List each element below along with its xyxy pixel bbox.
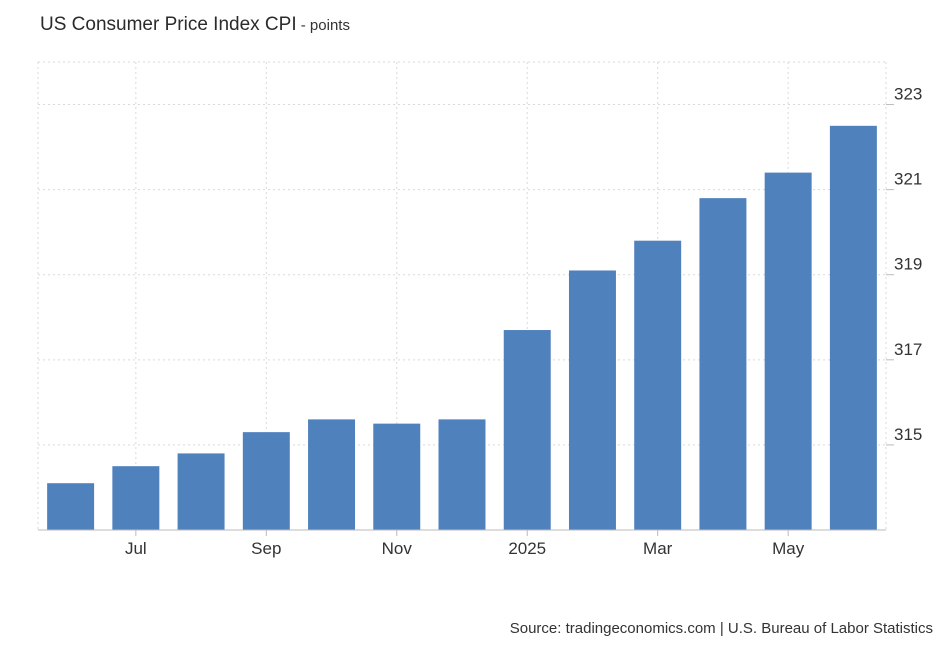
chart-title-block: US Consumer Price Index CPI - points [40,14,350,36]
x-tick-label: May [772,539,805,558]
y-tick-label: 319 [894,255,922,274]
y-tick-label: 323 [894,85,922,104]
chart-title: US Consumer Price Index CPI [40,14,297,35]
x-tick-label: Mar [643,539,673,558]
y-tick-label: 317 [894,340,922,359]
bar [112,466,160,530]
y-tick-label: 321 [894,170,922,189]
bar [764,172,812,531]
bar [503,330,551,530]
bar [568,270,616,530]
x-tick-label: Jul [125,539,147,558]
y-tick-label: 315 [894,425,922,444]
x-tick-label: 2025 [508,539,546,558]
bar [438,419,486,530]
bar [308,419,356,530]
x-tick-label: Sep [251,539,281,558]
bar [177,453,225,530]
chart-subtitle: - points [296,17,350,34]
bar [634,240,682,530]
bar [242,432,290,530]
cpi-bar-chart: 315 317 319 321 323 Jul Sep Nov 2025 Mar May [37,61,922,558]
bar [699,198,747,531]
bar [373,423,421,530]
x-tick-label: Nov [382,539,413,558]
source-note: Source: tradingeconomics.com | U.S. Bure… [509,620,933,637]
bar [47,483,95,530]
bar [829,125,877,531]
